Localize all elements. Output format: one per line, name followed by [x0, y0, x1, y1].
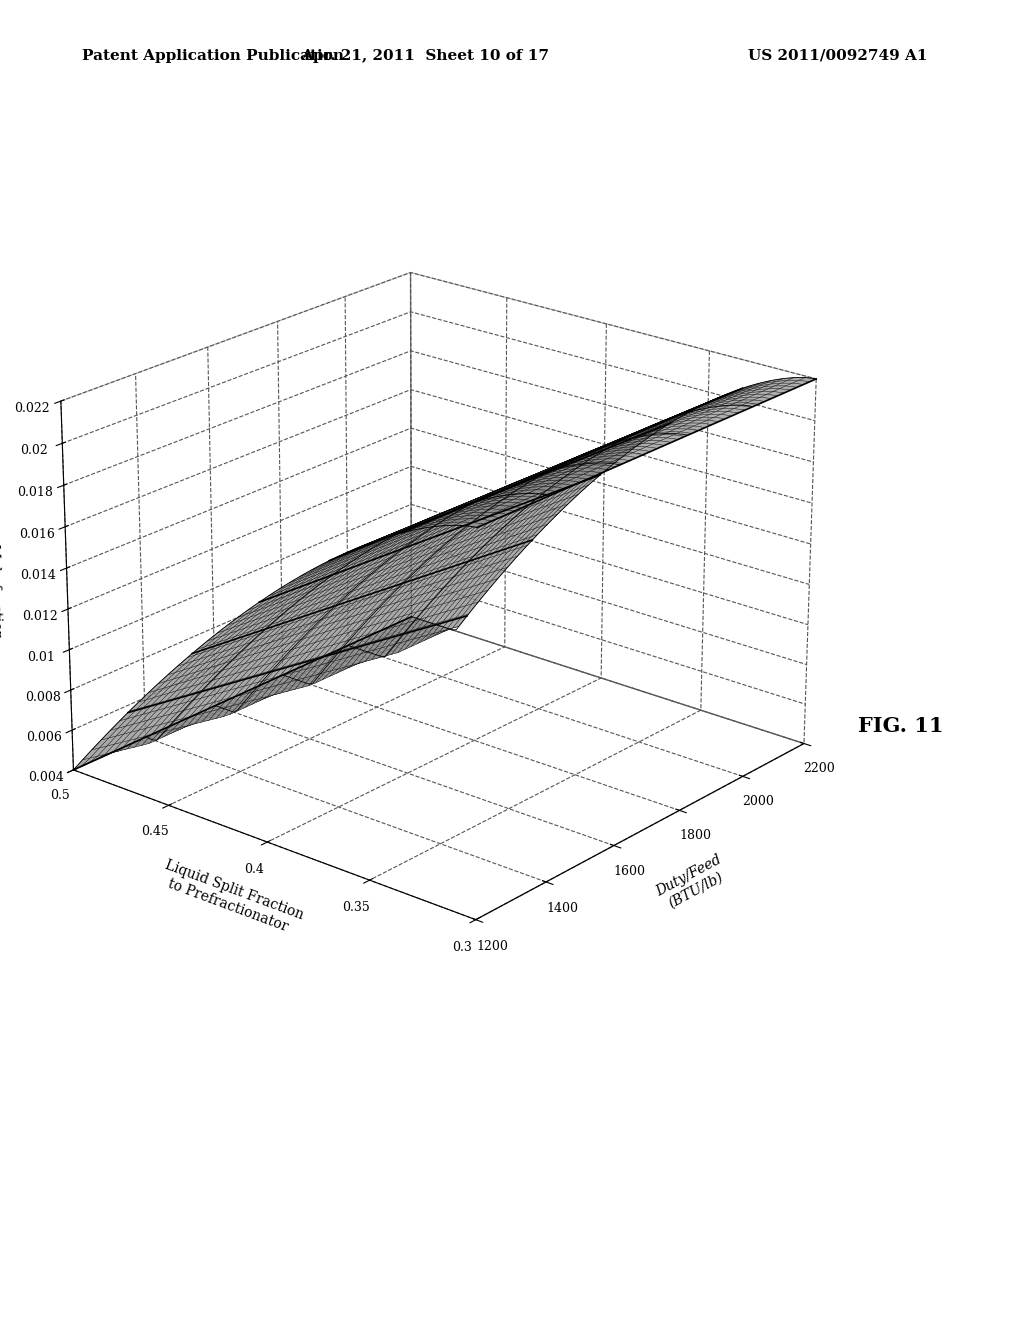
X-axis label: Duty/Feed
(BTU/lb): Duty/Feed (BTU/lb)	[653, 853, 731, 913]
Text: US 2011/0092749 A1: US 2011/0092749 A1	[748, 49, 927, 63]
Text: Patent Application Publication: Patent Application Publication	[82, 49, 344, 63]
Y-axis label: Liquid Split Fraction
to Prefractionator: Liquid Split Fraction to Prefractionator	[157, 858, 305, 937]
Text: Apr. 21, 2011  Sheet 10 of 17: Apr. 21, 2011 Sheet 10 of 17	[301, 49, 549, 63]
Text: FIG. 11: FIG. 11	[858, 715, 944, 737]
